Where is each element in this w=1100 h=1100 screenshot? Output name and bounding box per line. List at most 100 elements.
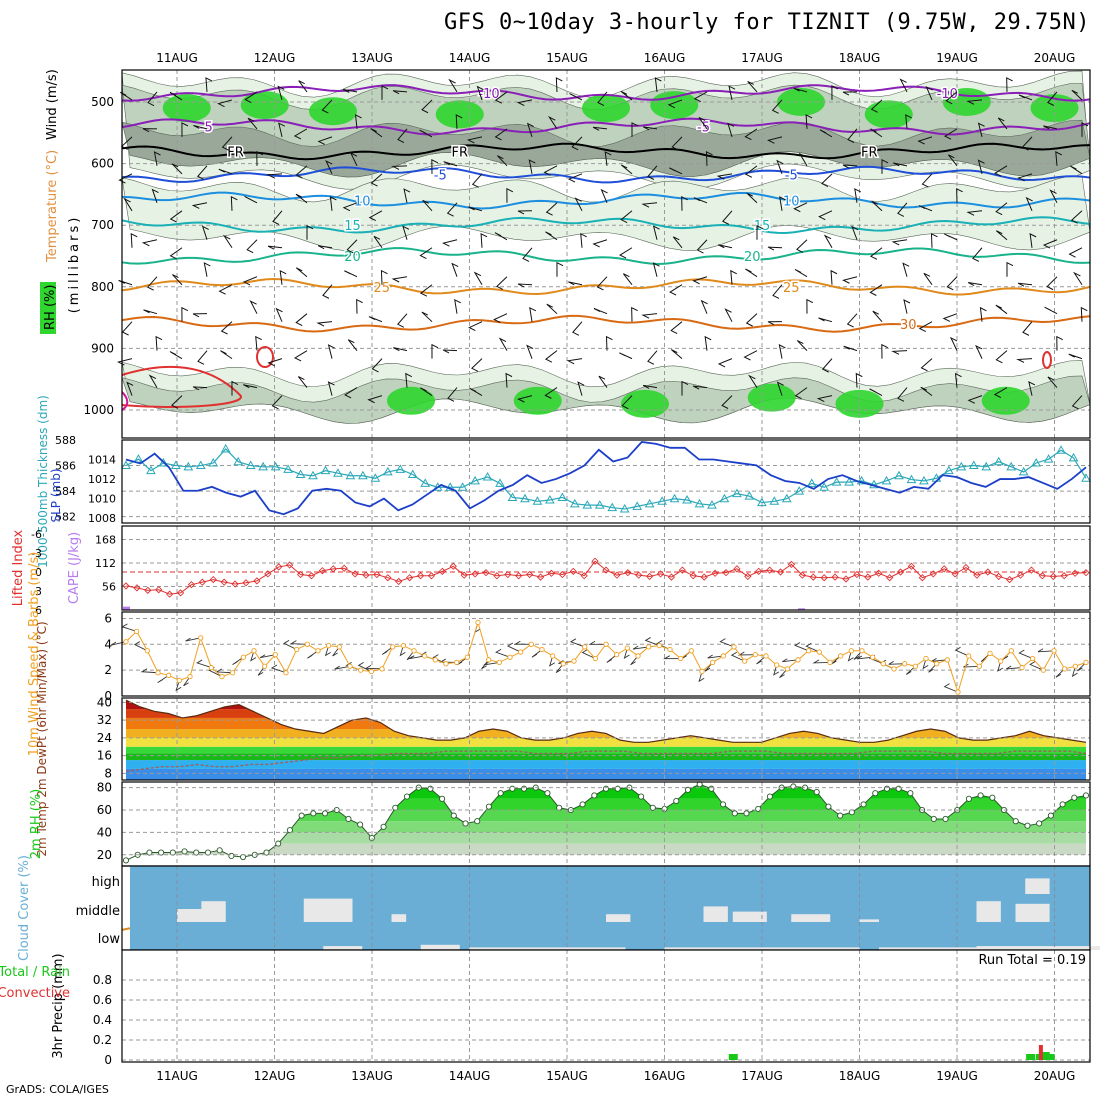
thickness-point-58 (844, 477, 854, 486)
isotherm-label-5-1: 15 (754, 219, 771, 234)
wind-barb-78 (118, 173, 133, 184)
wind10-point-80 (976, 663, 982, 669)
rh-point-67 (907, 790, 914, 797)
wind10-barb-35 (483, 661, 500, 666)
slp-y-tick-1008: 1008 (88, 512, 116, 525)
wind-barb-142 (746, 192, 758, 204)
wind-barb-1 (147, 91, 158, 107)
wind-barb-319 (297, 376, 308, 388)
wind10-barb-20 (332, 646, 340, 657)
thickness-point-57 (831, 477, 842, 486)
wind-barb-8 (321, 99, 333, 114)
li-point-7 (198, 578, 207, 586)
wind-barb-38 (1071, 89, 1083, 101)
wind10-barb-49 (632, 645, 649, 650)
cloud-bar-1-1 (201, 901, 226, 922)
wind-barb-80 (171, 163, 183, 175)
thickness-point-43 (657, 496, 667, 505)
wind-barb-291 (566, 358, 583, 365)
wind10-point-48 (635, 653, 641, 659)
wind10-point-71 (880, 661, 886, 667)
wind-barb-218 (692, 276, 708, 285)
wind-barb-153 (1025, 196, 1033, 211)
wind-barb-268 (979, 306, 987, 322)
wind10-barb-50 (644, 637, 660, 647)
wind-barb-146 (854, 188, 862, 203)
wind-barb-56 (547, 115, 558, 130)
wind10-point-59 (752, 651, 758, 658)
li-point-79 (984, 568, 992, 576)
wind-y-tick-6: 6 (104, 611, 112, 625)
li-point-44 (602, 566, 610, 574)
li-point-55 (722, 568, 730, 577)
wind-barb-227 (923, 272, 933, 286)
wind-barb-76 (1043, 125, 1058, 130)
wind-barb-168 (419, 247, 433, 260)
wind-barb-279 (267, 358, 283, 367)
wind-barb-51 (419, 129, 433, 138)
wind-barb-149 (918, 205, 933, 212)
wind-barb-158 (169, 247, 183, 260)
isotherm-line-2 (121, 142, 1091, 161)
cloud-bar-2-2 (469, 947, 626, 950)
wind10-point-63 (795, 657, 801, 663)
wind-barb-242 (316, 321, 333, 327)
wind10-point-1 (134, 628, 140, 635)
wind-barb-210 (496, 276, 508, 290)
isotherm-label-1-1: -5 (697, 121, 710, 136)
rh-point-42 (614, 785, 621, 792)
precip-y-tick-0.4: 0.4 (93, 1013, 112, 1027)
rh-point-63 (860, 801, 867, 808)
wind-barb-283 (371, 358, 383, 373)
rh-point-9 (228, 852, 235, 859)
wind-barb-266 (918, 321, 933, 332)
wind-barb-306 (949, 336, 958, 351)
wind-barb-10 (381, 85, 389, 100)
wind-barb-211 (517, 283, 533, 288)
wind10-point-43 (582, 644, 588, 650)
wind10-point-32 (464, 654, 470, 660)
wind10-point-86 (1040, 667, 1046, 673)
li-point-64 (820, 574, 828, 582)
wind10-point-72 (891, 666, 897, 672)
wind10-barb-70 (856, 655, 873, 660)
isotherm-label-4-0: 10 (354, 195, 371, 210)
li-point-81 (1006, 575, 1014, 584)
wind-barb-212 (556, 261, 564, 277)
wind-barb-3 (205, 77, 213, 92)
wind10-barb-88 (1055, 668, 1065, 678)
wind-barb-176 (619, 247, 633, 259)
thickness-point-22 (395, 464, 406, 473)
cloud-bar-1-2 (303, 898, 353, 922)
wind10-point-60 (763, 653, 769, 659)
precip-y-tick-0.6: 0.6 (93, 993, 112, 1007)
legend-wind: Wind (m/s) (45, 69, 60, 140)
li-point-8 (209, 575, 217, 584)
bottom-x-tick-2: 13AUG (351, 1069, 393, 1083)
li-point-68 (864, 573, 872, 581)
wind10-barb-61 (773, 664, 780, 676)
rh-point-69 (930, 815, 937, 823)
wind10-point-85 (1030, 655, 1036, 662)
cloud-panel: high middle low Cloud Cover (%) (17, 855, 1100, 961)
cloud-bar-2-1 (420, 944, 460, 950)
rh-point-66 (895, 785, 902, 792)
wind-barb-295 (670, 349, 683, 360)
wind-barb-143 (779, 196, 786, 211)
li-point-6 (187, 581, 196, 589)
thickness-point-36 (569, 498, 580, 508)
thickness-point-31 (507, 492, 518, 501)
wind10-point-82 (998, 658, 1004, 664)
temp-band-2 (126, 753, 1086, 761)
bottom-x-tick-7: 18AUG (839, 1069, 881, 1083)
wind-barb-107 (842, 164, 858, 169)
wind-barb-117 (123, 197, 133, 212)
wind-barb-215 (622, 273, 633, 286)
wind10-point-19 (326, 642, 332, 649)
wind10-point-49 (646, 644, 652, 650)
wind-barb-82 (218, 168, 233, 175)
isotherm-label-1-0: -5 (200, 121, 213, 136)
precip-legend-total: Total / Rain (0, 965, 70, 980)
top-x-tick-4: 15AUG (546, 51, 588, 65)
